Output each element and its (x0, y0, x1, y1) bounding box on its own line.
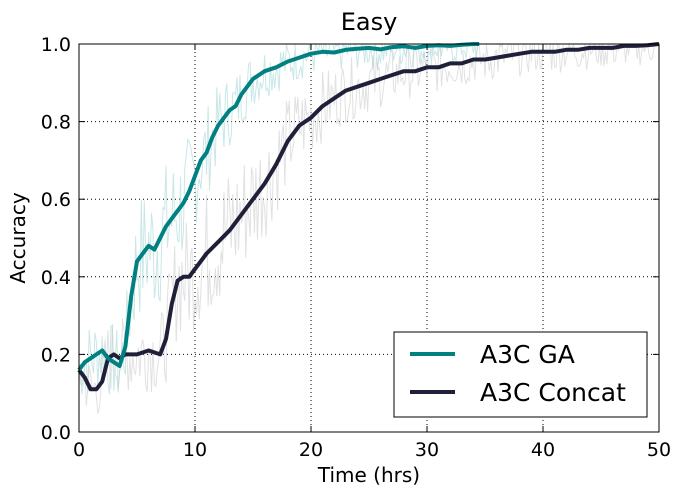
x-tick-label: 30 (415, 439, 439, 461)
y-tick-label: 0.6 (41, 189, 71, 211)
y-tick-label: 0.0 (41, 422, 71, 444)
x-tick-label: 10 (183, 439, 207, 461)
y-tick-label: 0.2 (41, 344, 71, 366)
plot-area-frame (78, 43, 660, 433)
raw-noise-traces (78, 42, 659, 414)
legend-label: A3C GA (480, 340, 575, 369)
legend: A3C GA A3C Concat (393, 331, 648, 418)
series-lines (77, 42, 660, 392)
x-tick-label: 50 (647, 439, 671, 461)
y-axis-label: Accuracy (6, 192, 30, 283)
x-tick-label: 40 (531, 439, 555, 461)
legend-label: A3C Concat (480, 378, 626, 407)
x-tick-label: 20 (299, 439, 323, 461)
chart-title: Easy (341, 8, 398, 36)
y-tick-label: 1.0 (41, 34, 71, 56)
noise-trace (78, 42, 659, 414)
y-tick-label: 0.8 (41, 112, 71, 134)
series-line (77, 42, 480, 372)
x-tick-label: 0 (73, 439, 85, 461)
legend-box (393, 331, 648, 418)
series-line (77, 42, 660, 392)
axis-ticks: 0 10 20 30 40 50 0.0 0.2 0.4 0.6 0.8 1.0 (41, 34, 671, 461)
noise-trace (78, 42, 480, 395)
x-axis-label: Time (hrs) (317, 463, 420, 487)
y-tick-label: 0.4 (41, 267, 71, 289)
